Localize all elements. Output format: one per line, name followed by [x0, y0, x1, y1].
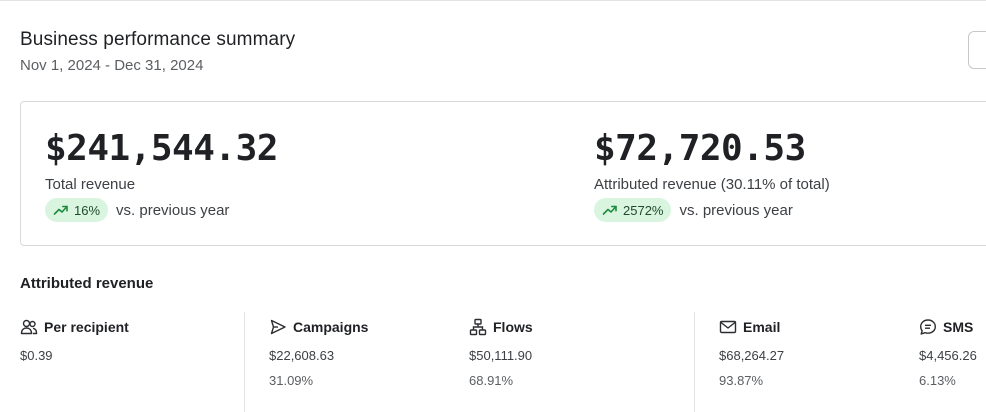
page-header: Business performance summary Nov 1, 2024…: [20, 29, 295, 74]
stat-flows: Flows $50,111.90 68.91%: [469, 312, 533, 388]
stat-divider: [244, 312, 245, 412]
revenue-summary-card: $241,544.32 Total revenue 16% vs. previo…: [20, 101, 986, 246]
stat-value: $0.39: [20, 348, 53, 363]
attributed-revenue-metric: $72,720.53 Attributed revenue (30.11% of…: [594, 127, 830, 222]
attributed-revenue-label: Attributed revenue (30.11% of total): [594, 176, 830, 193]
stat-email: Email $68,264.27 93.87%: [719, 312, 784, 388]
total-revenue-change: 16% vs. previous year: [45, 198, 278, 222]
attributed-revenue-section-title: Attributed revenue: [20, 275, 154, 292]
stat-campaigns: Campaigns $22,608.63 31.09%: [269, 312, 369, 388]
stat-label: Per recipient: [44, 319, 129, 335]
stat-sms: SMS $4,456.26 6.13%: [919, 312, 977, 388]
change-percent: 2572%: [623, 202, 664, 218]
stat-percent: 68.91%: [469, 373, 514, 388]
total-revenue-metric: $241,544.32 Total revenue 16% vs. previo…: [45, 127, 278, 222]
stat-label: Campaigns: [293, 319, 369, 335]
top-divider: [0, 0, 986, 1]
stat-divider: [694, 312, 695, 412]
page-title: Business performance summary: [20, 29, 296, 50]
people-icon: [20, 319, 38, 335]
stat-percent: 93.87%: [719, 373, 764, 388]
send-icon: [270, 319, 286, 335]
sms-icon: [920, 319, 936, 335]
stat-percent: 31.09%: [269, 373, 314, 388]
stat-value: $4,456.26: [919, 348, 977, 363]
stat-value: $50,111.90: [469, 348, 533, 363]
stat-percent: 6.13%: [919, 373, 956, 388]
attributed-revenue-stats: Per recipient $0.39 Campaigns $22,608.63…: [0, 312, 986, 412]
change-suffix: vs. previous year: [679, 201, 793, 219]
change-badge: 2572%: [594, 198, 672, 222]
stat-label: SMS: [943, 319, 974, 335]
change-percent: 16%: [74, 202, 101, 218]
flow-icon: [469, 318, 487, 336]
trending-up-icon: [602, 205, 617, 215]
total-revenue-value: $241,544.32: [45, 128, 278, 169]
stat-value: $68,264.27: [719, 348, 785, 363]
stat-label: Email: [743, 319, 781, 335]
date-range: Nov 1, 2024 - Dec 31, 2024: [20, 57, 204, 74]
trending-up-icon: [53, 205, 68, 215]
mail-icon: [719, 320, 737, 334]
change-badge: 16%: [45, 198, 109, 222]
stat-value: $22,608.63: [269, 348, 335, 363]
header-action-button[interactable]: [968, 31, 986, 69]
total-revenue-label: Total revenue: [45, 176, 136, 193]
stat-label: Flows: [493, 319, 533, 335]
stat-per-recipient: Per recipient $0.39: [20, 312, 129, 363]
attributed-revenue-value: $72,720.53: [594, 128, 806, 169]
attributed-revenue-change: 2572% vs. previous year: [594, 198, 830, 222]
change-suffix: vs. previous year: [116, 201, 230, 219]
